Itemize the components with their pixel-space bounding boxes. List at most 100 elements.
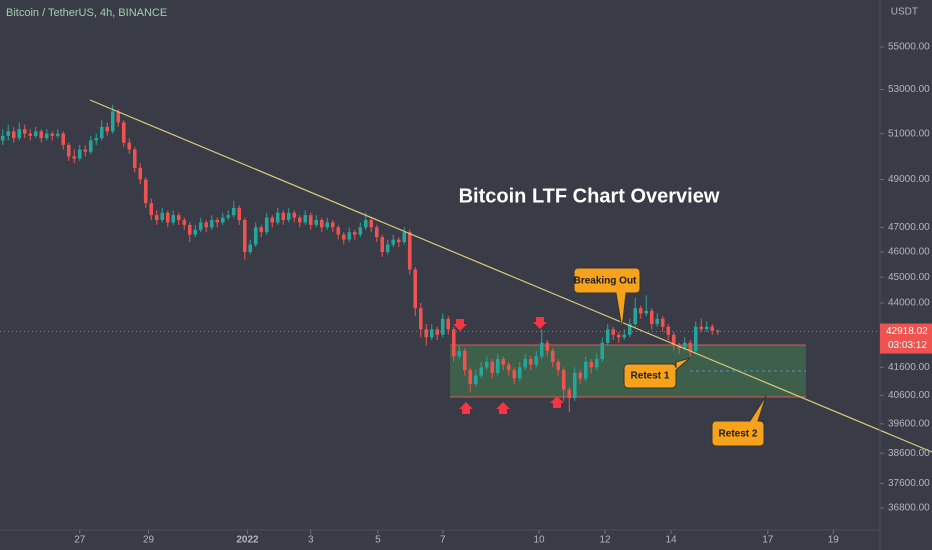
candle-body xyxy=(237,207,242,221)
candle-body xyxy=(0,135,5,141)
candle-body xyxy=(517,367,522,379)
candle-body xyxy=(666,326,671,335)
candle-body xyxy=(314,220,319,225)
candle-body xyxy=(660,318,665,327)
candle-body xyxy=(209,220,214,228)
arrow-down xyxy=(453,319,467,331)
candle-body xyxy=(611,329,616,335)
candle-body xyxy=(380,237,385,252)
y-tick-label: 39600.00 xyxy=(888,418,930,429)
candle-body xyxy=(671,334,676,346)
candle-body xyxy=(248,244,253,252)
candle-body xyxy=(83,149,88,152)
y-tick-label: 38600.00 xyxy=(888,448,930,459)
candle-body xyxy=(451,329,456,357)
candle-body xyxy=(556,361,561,371)
candle-body xyxy=(121,122,126,143)
candle-body xyxy=(165,212,170,223)
drawings: Bitcoin LTF Chart Overview Breaking Out … xyxy=(89,99,932,453)
candle-body xyxy=(253,227,258,245)
candle-body xyxy=(182,220,187,225)
candle-body xyxy=(424,329,429,338)
candle-body xyxy=(264,217,269,233)
x-tick-label: 10 xyxy=(533,535,545,546)
candle-body xyxy=(600,342,605,360)
candle-body xyxy=(176,215,181,221)
candle-body xyxy=(22,129,27,134)
callout-box xyxy=(573,267,641,330)
candle-body xyxy=(418,308,423,330)
y-tick-label: 53000.00 xyxy=(888,84,930,95)
y-tick-label: 40600.00 xyxy=(888,390,930,401)
candle-body xyxy=(352,232,357,235)
last-price-box xyxy=(880,323,932,354)
x-tick-label: 29 xyxy=(143,535,155,546)
candle-body xyxy=(336,227,341,235)
candle-body xyxy=(429,329,434,338)
candle-body xyxy=(281,212,286,221)
candle-body xyxy=(11,131,16,139)
candle-body xyxy=(699,326,704,330)
trend-line xyxy=(89,99,932,453)
y-tick-label: 46000.00 xyxy=(888,247,930,258)
candle-body xyxy=(308,215,313,225)
candle-body xyxy=(369,220,374,228)
candle-body xyxy=(534,356,539,365)
candle-body xyxy=(512,370,517,379)
candle-body xyxy=(154,215,159,221)
x-tick-label: 3 xyxy=(308,535,314,546)
arrow-up xyxy=(496,402,510,414)
candle-body xyxy=(578,372,583,379)
callout-label: Retest 1 xyxy=(631,371,670,382)
candle-body xyxy=(435,329,440,335)
candle-body xyxy=(6,131,11,136)
last-price-label: 42918.02 xyxy=(886,326,928,337)
candle-body xyxy=(55,133,60,136)
x-tick-label: 19 xyxy=(828,535,840,546)
currency: USDT xyxy=(891,7,918,18)
candle-body xyxy=(187,224,192,235)
candle-body xyxy=(633,308,638,325)
callout-box xyxy=(711,395,767,447)
candle-body xyxy=(160,212,165,221)
arrow-down xyxy=(533,317,547,329)
candle-body xyxy=(61,133,66,145)
candle-body xyxy=(693,326,698,351)
x-tick-label: 7 xyxy=(440,535,446,546)
x-tick-label: 14 xyxy=(665,535,677,546)
candle-body xyxy=(44,133,49,139)
candle-body xyxy=(132,149,137,168)
arrows xyxy=(453,317,564,414)
candle-body xyxy=(88,140,93,152)
candle-body xyxy=(33,131,38,136)
candle-body xyxy=(39,131,44,139)
callout-label: Retest 2 xyxy=(719,429,758,440)
candle-body xyxy=(358,227,363,235)
candle-body xyxy=(627,324,632,335)
candle-body xyxy=(347,232,352,240)
candle-body xyxy=(501,359,506,365)
y-tick-label: 37600.00 xyxy=(888,478,930,489)
candle-body xyxy=(462,350,467,371)
candle-body xyxy=(143,179,148,204)
candle-body xyxy=(545,342,550,351)
candle-body xyxy=(303,215,308,223)
candle-body xyxy=(220,217,225,223)
candle-body xyxy=(341,234,346,240)
candle-body xyxy=(616,334,621,338)
y-tick-label: 55000.00 xyxy=(888,42,930,53)
candle-body xyxy=(363,220,368,228)
candle-body xyxy=(622,334,627,338)
candle-body xyxy=(127,142,132,150)
candle-body xyxy=(589,361,594,368)
candle-body xyxy=(292,212,297,218)
x-tick-label: 2022 xyxy=(236,535,259,546)
candle-body xyxy=(270,217,275,223)
candle-body xyxy=(440,318,445,335)
candle-body xyxy=(94,138,99,141)
candle-body xyxy=(550,350,555,362)
candle-body xyxy=(413,269,418,309)
candle-body xyxy=(385,244,390,252)
